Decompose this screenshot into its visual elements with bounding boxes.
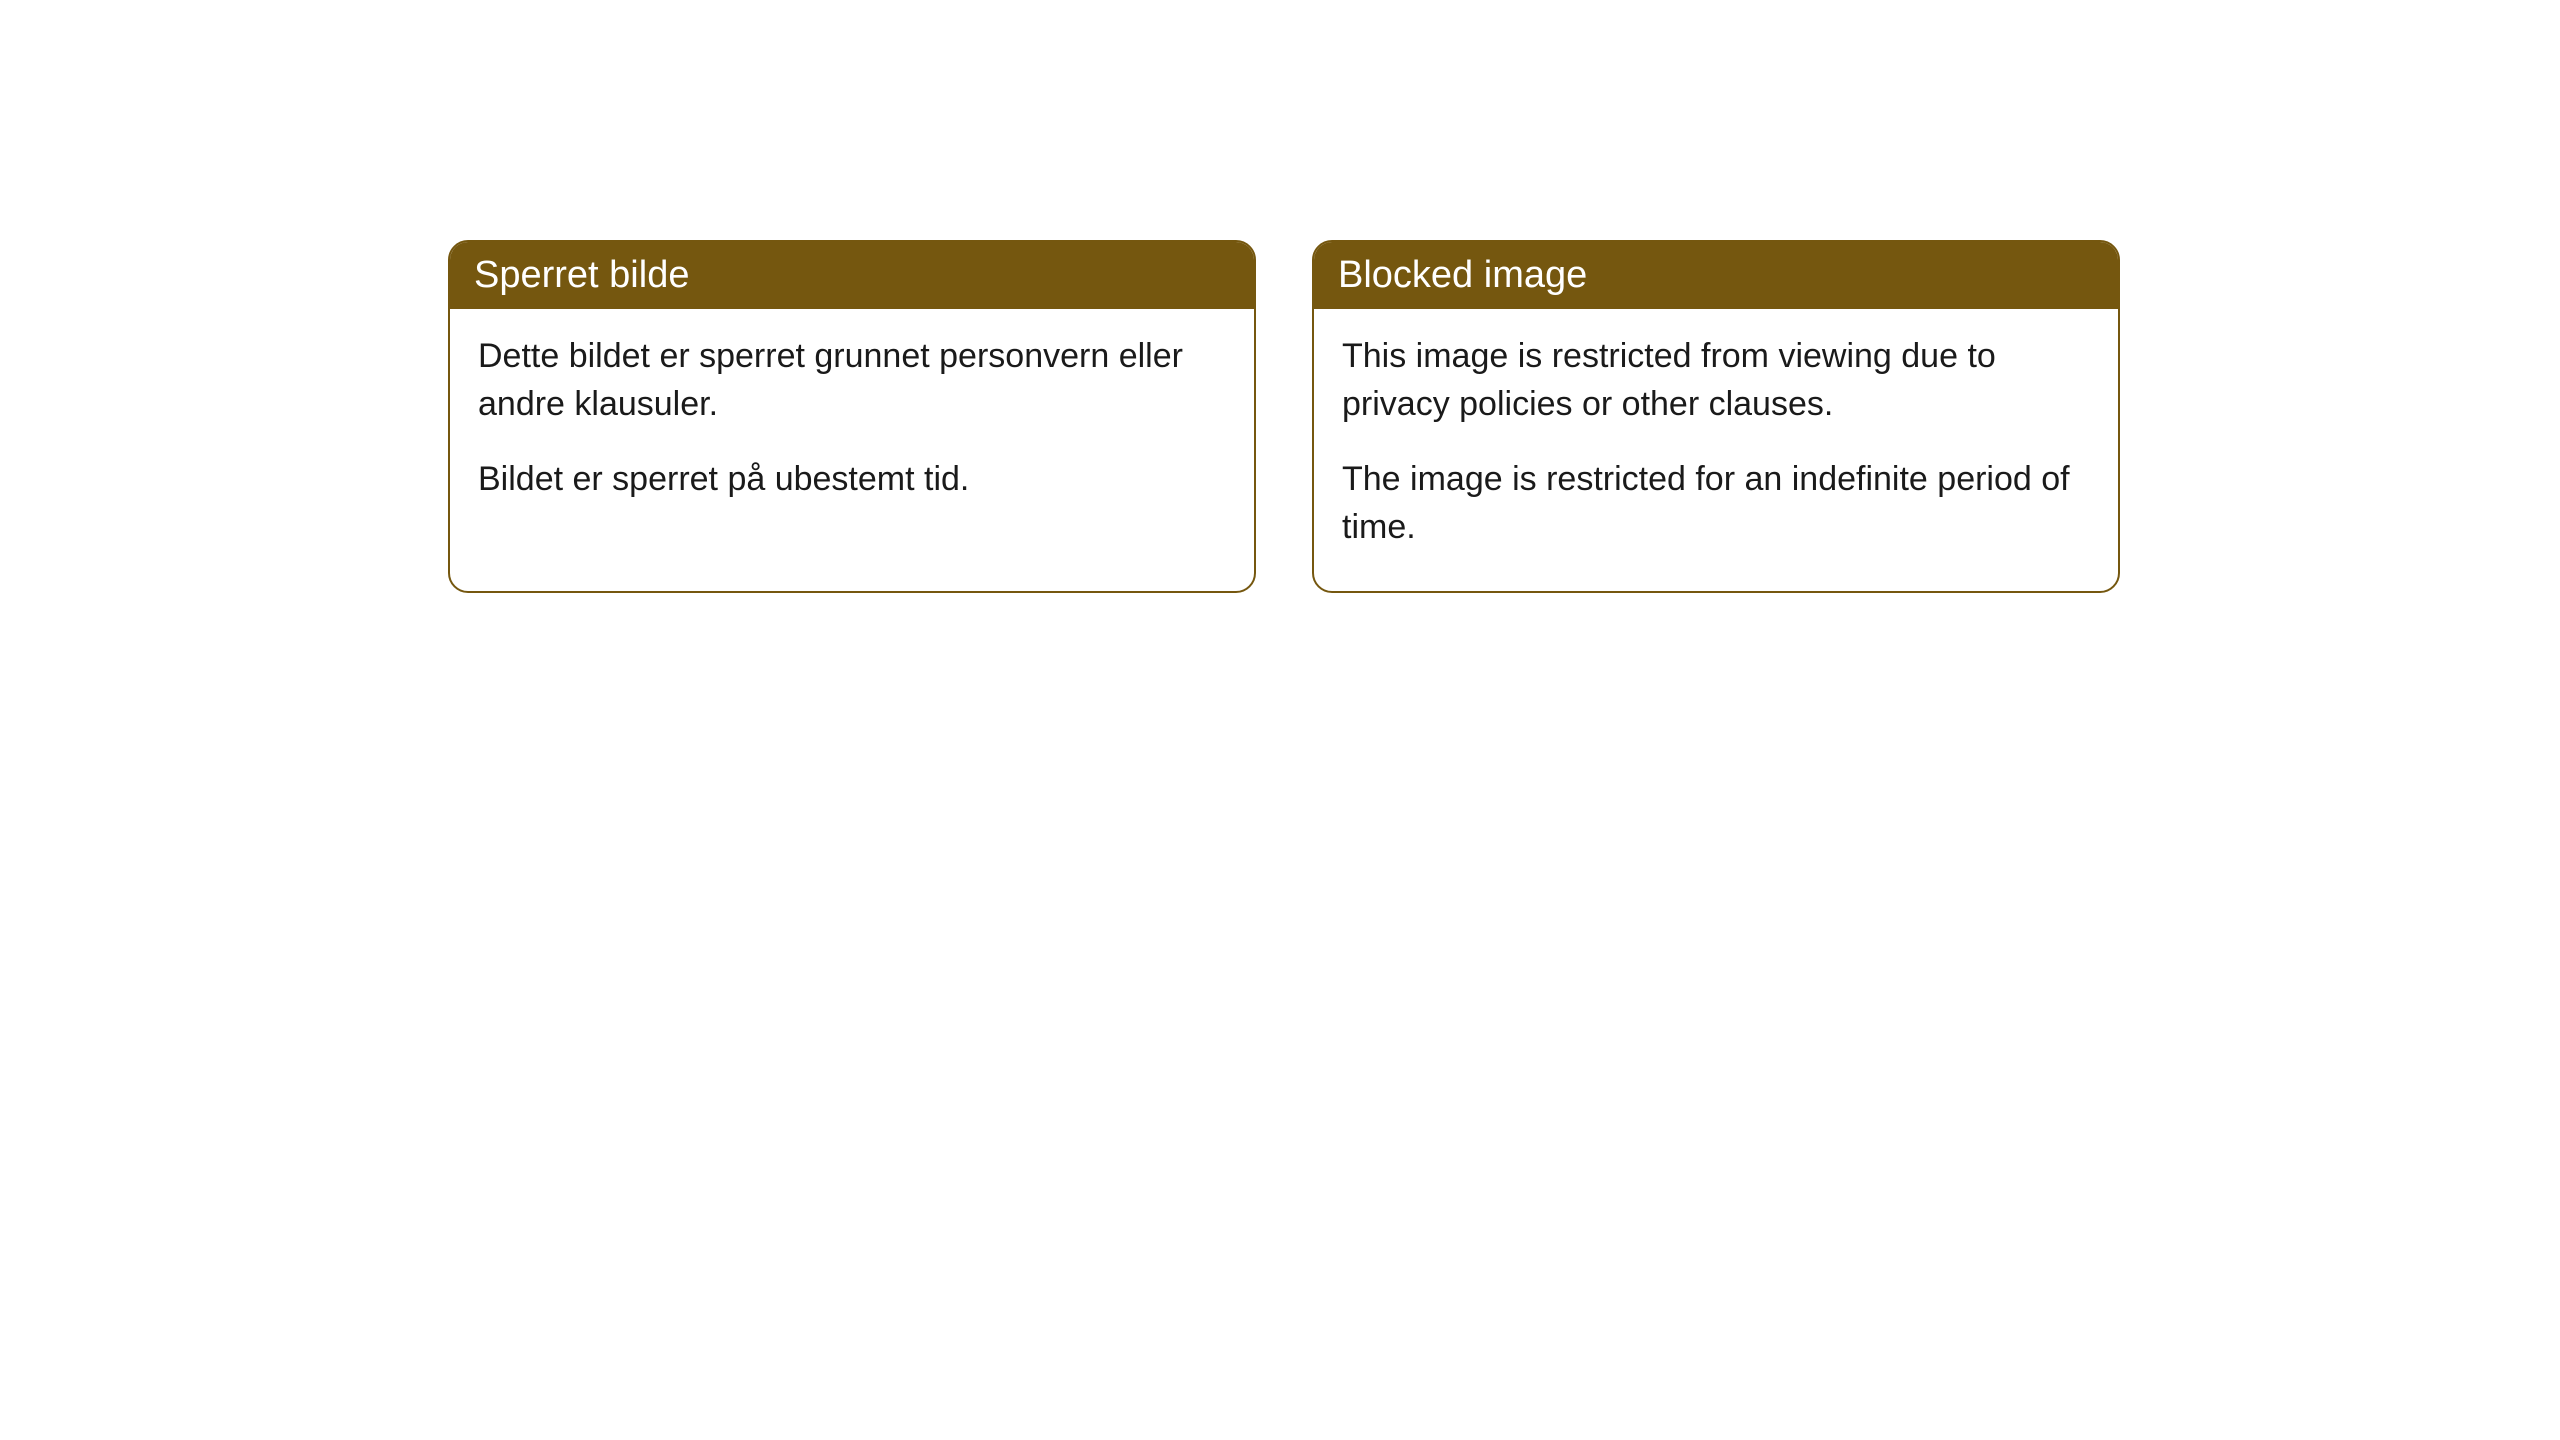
cards-container: Sperret bilde Dette bildet er sperret gr… xyxy=(0,0,2560,593)
card-paragraph-2: Bildet er sperret på ubestemt tid. xyxy=(478,456,1226,504)
card-header-norwegian: Sperret bilde xyxy=(450,242,1254,309)
card-header-english: Blocked image xyxy=(1314,242,2118,309)
card-paragraph-1: Dette bildet er sperret grunnet personve… xyxy=(478,333,1226,428)
card-paragraph-2: The image is restricted for an indefinit… xyxy=(1342,456,2090,551)
card-body-norwegian: Dette bildet er sperret grunnet personve… xyxy=(450,309,1254,544)
card-body-english: This image is restricted from viewing du… xyxy=(1314,309,2118,591)
blocked-image-card-norwegian: Sperret bilde Dette bildet er sperret gr… xyxy=(448,240,1256,593)
card-paragraph-1: This image is restricted from viewing du… xyxy=(1342,333,2090,428)
blocked-image-card-english: Blocked image This image is restricted f… xyxy=(1312,240,2120,593)
